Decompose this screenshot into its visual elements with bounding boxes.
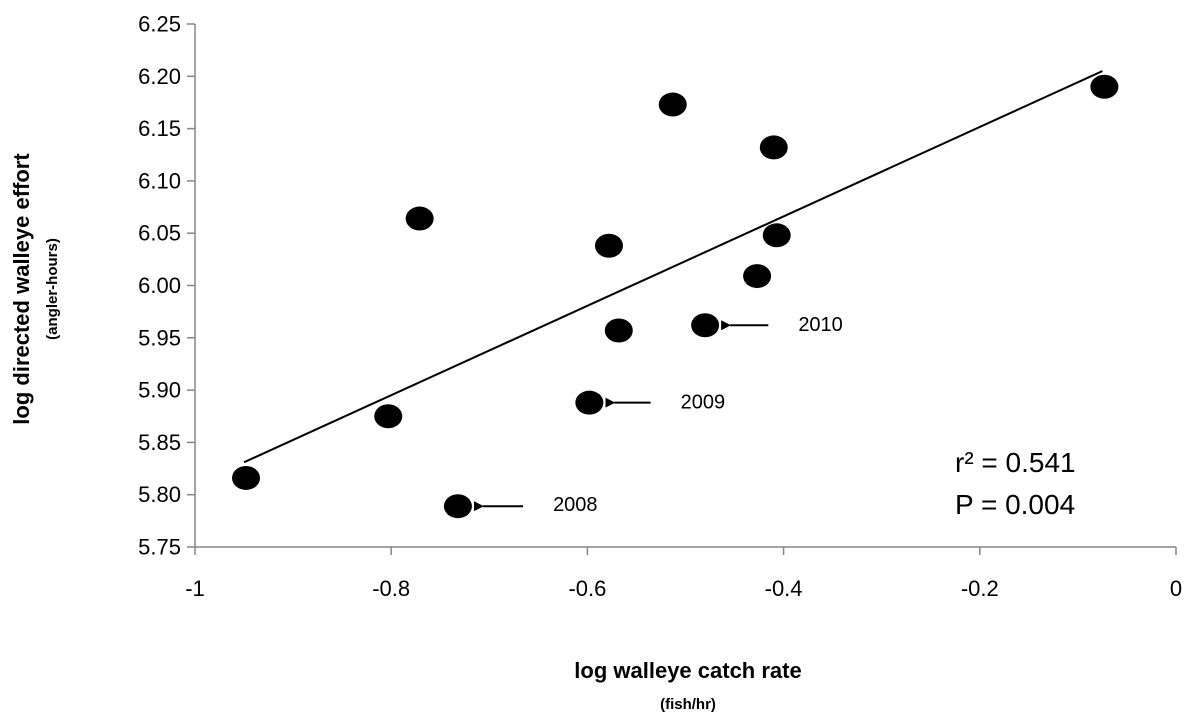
y-tick-label: 5.75 xyxy=(138,535,181,560)
annotations: 2008 2009 2010 xyxy=(473,314,843,516)
y-axis-unit: (angler-hours) xyxy=(44,238,61,340)
data-point xyxy=(374,404,403,429)
y-tick-label: 6.15 xyxy=(138,116,181,141)
x-axis-title: log walleye catch rate xyxy=(574,658,801,683)
data-point xyxy=(443,494,472,519)
data-point xyxy=(594,233,623,258)
data-point xyxy=(405,206,434,231)
data-point xyxy=(604,318,633,343)
y-tick-label: 5.80 xyxy=(138,482,181,507)
y-tick-label: 6.10 xyxy=(138,168,181,193)
y-tick-label: 6.00 xyxy=(138,273,181,298)
annotation-label: 2008 xyxy=(553,494,598,516)
p-value-label: P = 0.004 xyxy=(955,489,1075,520)
data-point xyxy=(1090,74,1119,99)
r-squared-label: r² = 0.541 xyxy=(955,447,1076,478)
y-tick-label: 5.90 xyxy=(138,378,181,403)
y-axis-title: log directed walleye effort xyxy=(9,153,34,425)
data-points xyxy=(232,74,1119,519)
data-point xyxy=(743,264,772,289)
axes: 5.75 5.80 5.85 5.90 5.95 6.00 6.05 6.10 6.15 6.20… xyxy=(138,12,1182,602)
data-point xyxy=(232,465,261,490)
data-point xyxy=(658,92,687,117)
annotation-label: 2009 xyxy=(681,392,726,414)
y-tick-label: 6.25 xyxy=(138,12,181,37)
y-tick-label: 6.20 xyxy=(138,64,181,89)
trendline-group xyxy=(243,70,1103,464)
x-tick-label: -0.2 xyxy=(961,576,999,601)
x-tick-label: -0.4 xyxy=(765,576,803,601)
data-point xyxy=(575,390,604,415)
x-tick-label: -0.6 xyxy=(568,576,606,601)
data-point xyxy=(691,313,720,338)
y-tick-label: 6.05 xyxy=(138,221,181,246)
x-tick-label: -1 xyxy=(185,576,205,601)
trendline xyxy=(243,70,1103,464)
x-tick-label: 0 xyxy=(1170,576,1182,601)
data-point xyxy=(762,223,791,248)
y-tick-label: 5.95 xyxy=(138,325,181,350)
annotation-label: 2010 xyxy=(798,314,843,336)
data-point xyxy=(759,135,788,160)
x-tick-label: -0.8 xyxy=(372,576,410,601)
y-tick-label: 5.85 xyxy=(138,430,181,455)
x-axis-unit: (fish/hr) xyxy=(660,696,716,713)
